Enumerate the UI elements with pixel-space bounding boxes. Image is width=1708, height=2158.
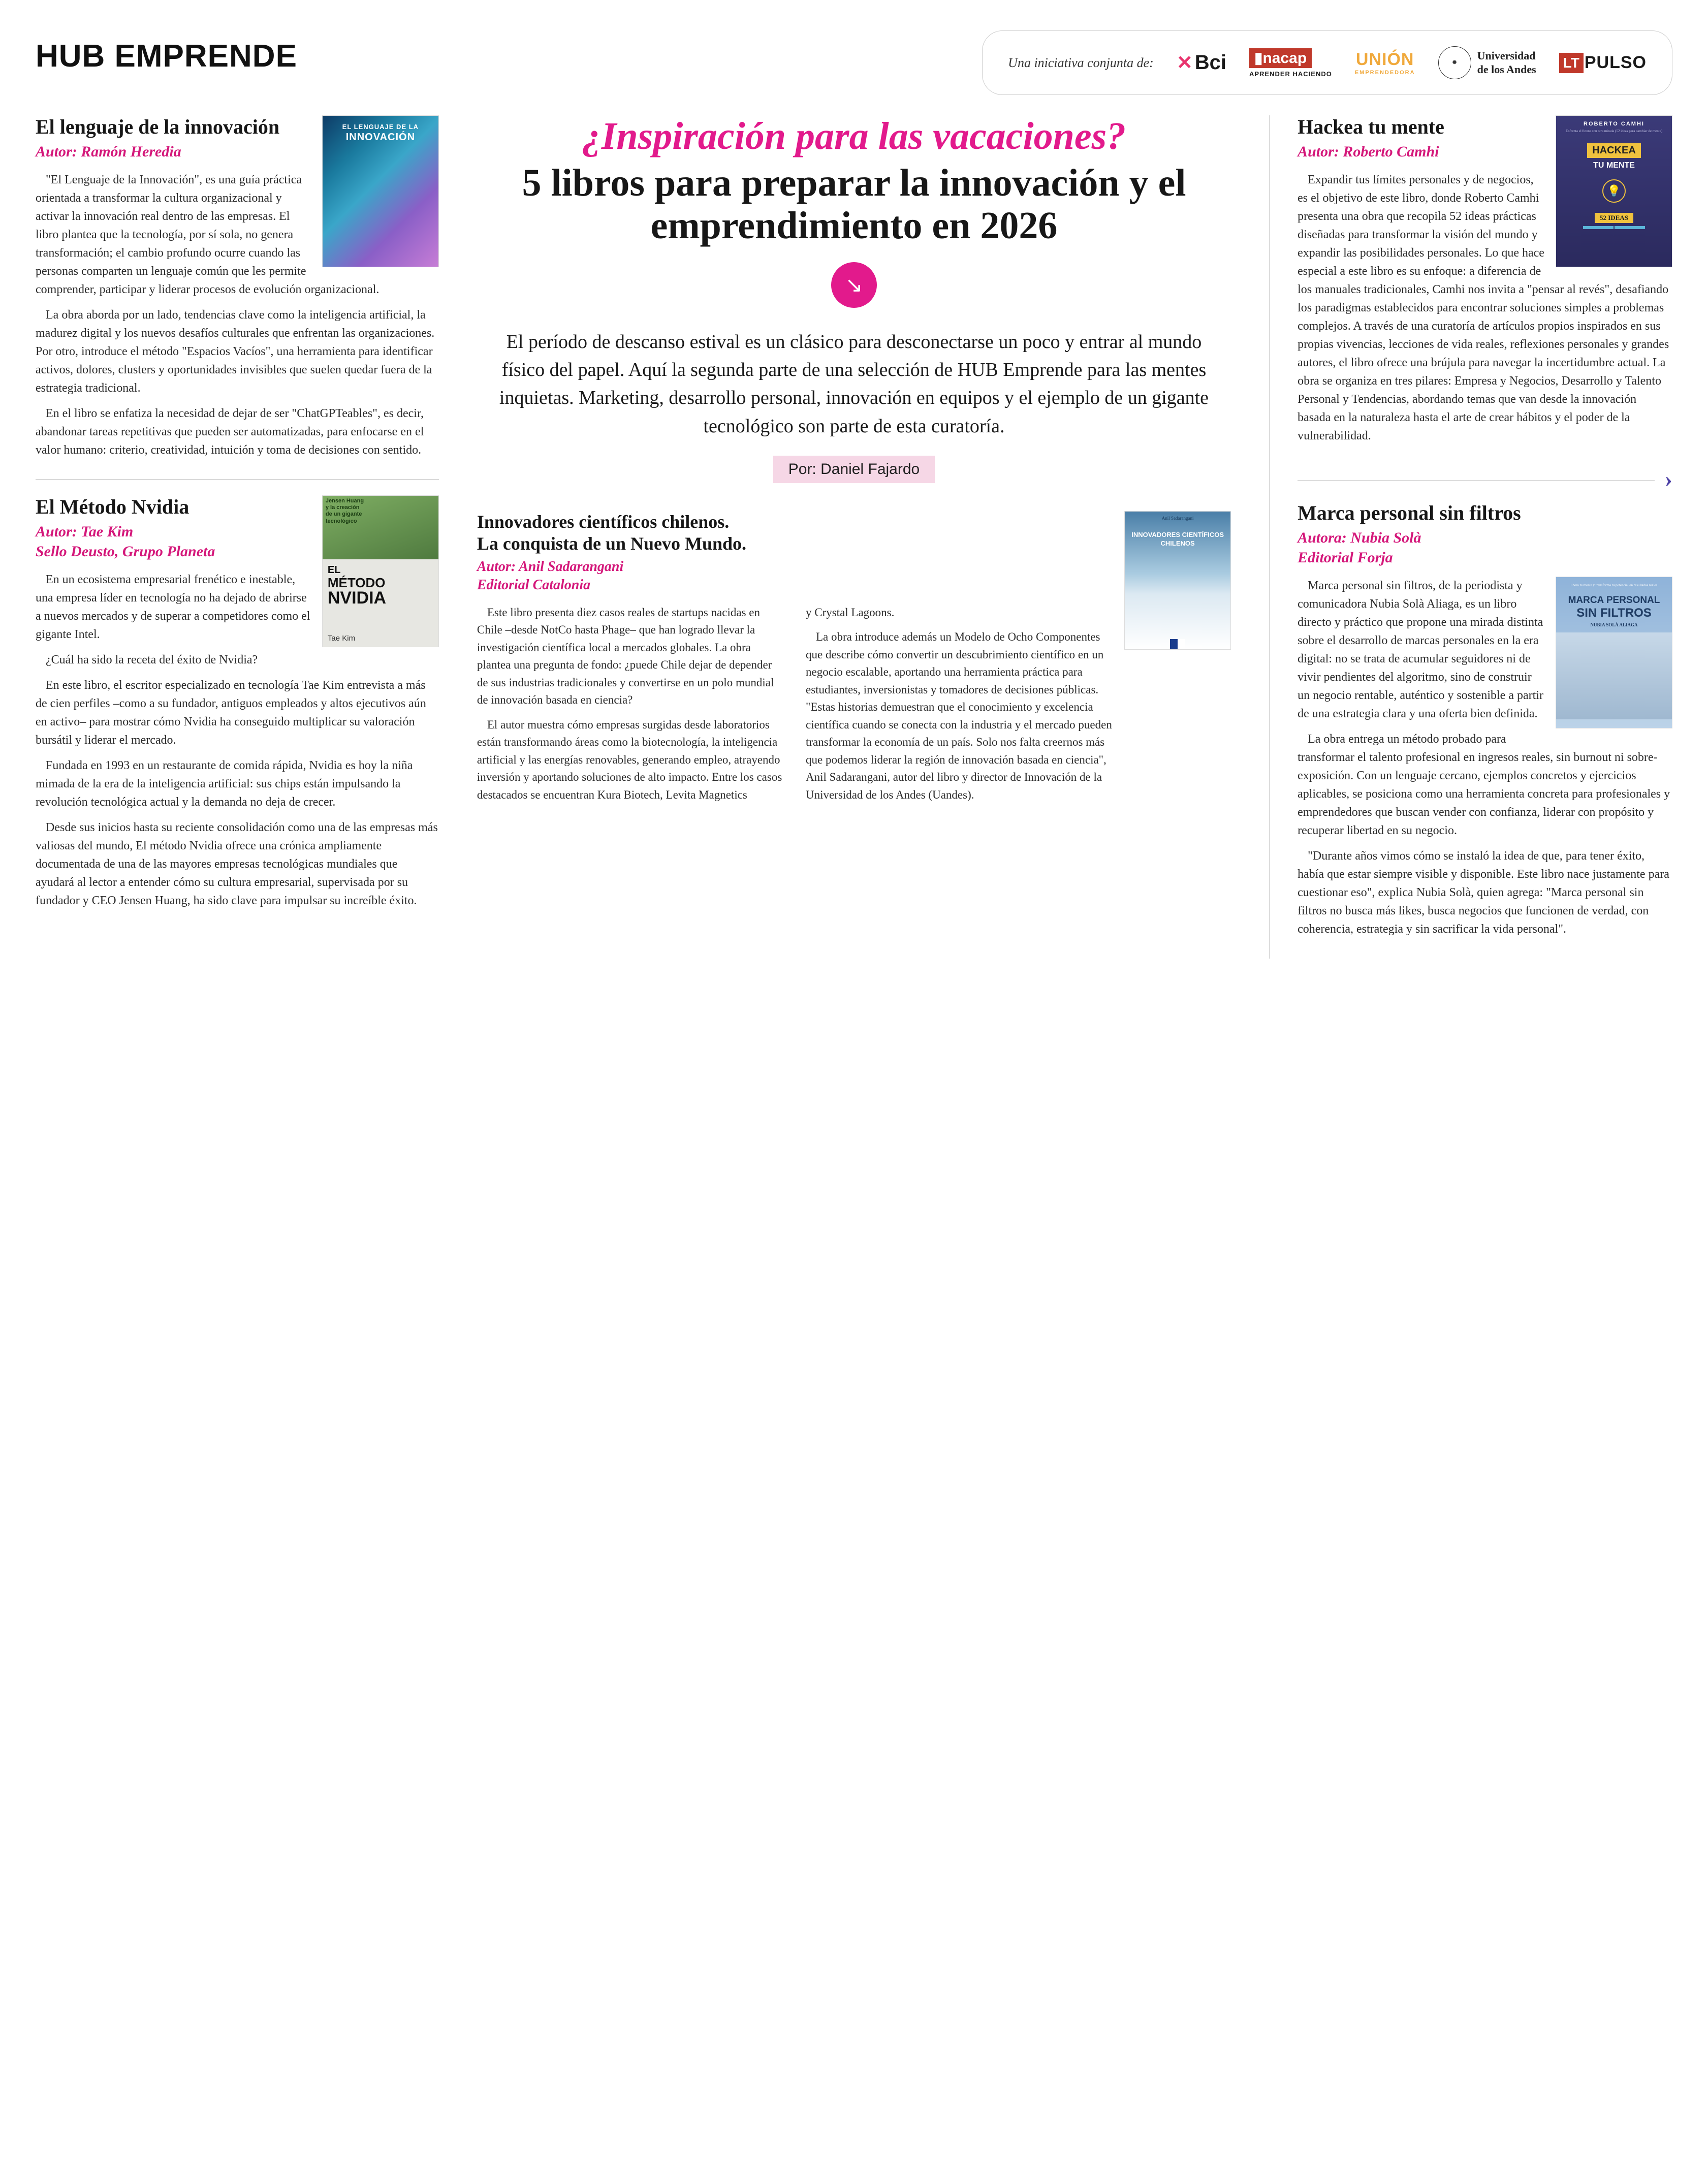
intro-paragraph-text: El período de descanso estival es un clá… xyxy=(477,328,1231,440)
book-cover-innovadores-cientificos: Anil Sadarangani INNOVADORES CIENTÍFICOS… xyxy=(1124,511,1231,650)
article-author: Autor: Anil Sadarangani Editorial Catalo… xyxy=(477,558,1231,595)
lt-wordmark: LT xyxy=(1559,53,1584,73)
center-column: ¿Inspiración para las vacaciones? 5 libr… xyxy=(467,115,1241,959)
partners-box: Una iniciativa conjunta de: ✕ Bci ▮nacap … xyxy=(982,30,1672,95)
article-title: Marca personal sin filtros xyxy=(1298,501,1672,525)
article-body-columns: Este libro presenta diez casos reales de… xyxy=(477,604,1114,804)
article-lenguaje-innovacion: EL LENGUAJE DE LA INNOVACIÓN El lenguaje… xyxy=(36,115,439,459)
scroll-arrow-wrapper: ↘ xyxy=(477,262,1231,308)
inacap-wordmark: ▮nacap xyxy=(1249,48,1312,68)
article-marca-personal: Marca personal sin filtros Autora: Nubia… xyxy=(1298,501,1672,938)
byline-wrapper: Por: Daniel Fajardo xyxy=(477,456,1231,483)
bci-logo: ✕ Bci xyxy=(1177,51,1226,74)
left-column: EL LENGUAJE DE LA INNOVACIÓN El lenguaje… xyxy=(36,115,439,959)
chevron-wrapper: › xyxy=(1298,465,1672,496)
book-cover-hackea-tu-mente: ROBERTO CAMHI Enfrenta el futuro con otr… xyxy=(1556,115,1672,267)
union-tagline: EMPRENDEDORA xyxy=(1355,70,1415,76)
uandes-wordmark: Universidad de los Andes xyxy=(1477,49,1536,76)
article-hackea-tu-mente: ROBERTO CAMHI Enfrenta el futuro con otr… xyxy=(1298,115,1672,445)
uandes-seal-icon: ✺ xyxy=(1438,46,1471,79)
lt-pulso-logo: LT PULSO xyxy=(1559,53,1647,73)
book-cover-lenguaje-innovacion: EL LENGUAJE DE LA INNOVACIÓN xyxy=(322,115,439,267)
bci-x-icon: ✕ xyxy=(1177,51,1193,74)
main-content-grid: EL LENGUAJE DE LA INNOVACIÓN El lenguaje… xyxy=(36,115,1672,959)
uandes-logo: ✺ Universidad de los Andes xyxy=(1438,46,1536,79)
byline-text: Por: Daniel Fajardo xyxy=(773,456,935,483)
next-chevron-icon[interactable]: › xyxy=(1665,465,1672,496)
book-cover-marca-personal: libera tu mente y transforma tu potencia… xyxy=(1556,577,1672,728)
inacap-logo: ▮nacap APRENDER HACIENDO xyxy=(1249,48,1332,78)
scroll-down-arrow-button[interactable]: ↘ xyxy=(831,262,877,308)
union-wordmark: UNIÓN xyxy=(1356,50,1414,70)
masthead-title: HUB EMPRENDE xyxy=(36,30,297,74)
right-column: ROBERTO CAMHI Enfrenta el futuro con otr… xyxy=(1269,115,1672,959)
inacap-tagline: APRENDER HACIENDO xyxy=(1249,70,1332,78)
article-author: Autora: Nubia Solà Editorial Forja xyxy=(1298,528,1672,567)
article-title: Innovadores científicos chilenos. La con… xyxy=(477,511,1231,555)
article-innovadores-cientificos: Anil Sadarangani INNOVADORES CIENTÍFICOS… xyxy=(477,511,1231,804)
partners-label: Una iniciativa conjunta de: xyxy=(1008,55,1154,71)
union-emprendedora-logo: UNIÓN EMPRENDEDORA xyxy=(1355,50,1415,76)
newspaper-page: HUB EMPRENDE Una iniciativa conjunta de:… xyxy=(0,0,1708,2158)
main-headline-black: 5 libros para preparar la innovación y e… xyxy=(477,162,1231,247)
article-metodo-nvidia: Jensen Huang y la creación de un gigante te… xyxy=(36,495,439,910)
pulso-wordmark: PULSO xyxy=(1585,53,1647,73)
lightbulb-icon: 💡 xyxy=(1602,179,1626,203)
page-header: HUB EMPRENDE Una iniciativa conjunta de:… xyxy=(36,30,1672,108)
book-cover-metodo-nvidia: Jensen Huang y la creación de un gigante te… xyxy=(322,495,439,647)
main-headline-pink: ¿Inspiración para las vacaciones? xyxy=(477,115,1231,157)
